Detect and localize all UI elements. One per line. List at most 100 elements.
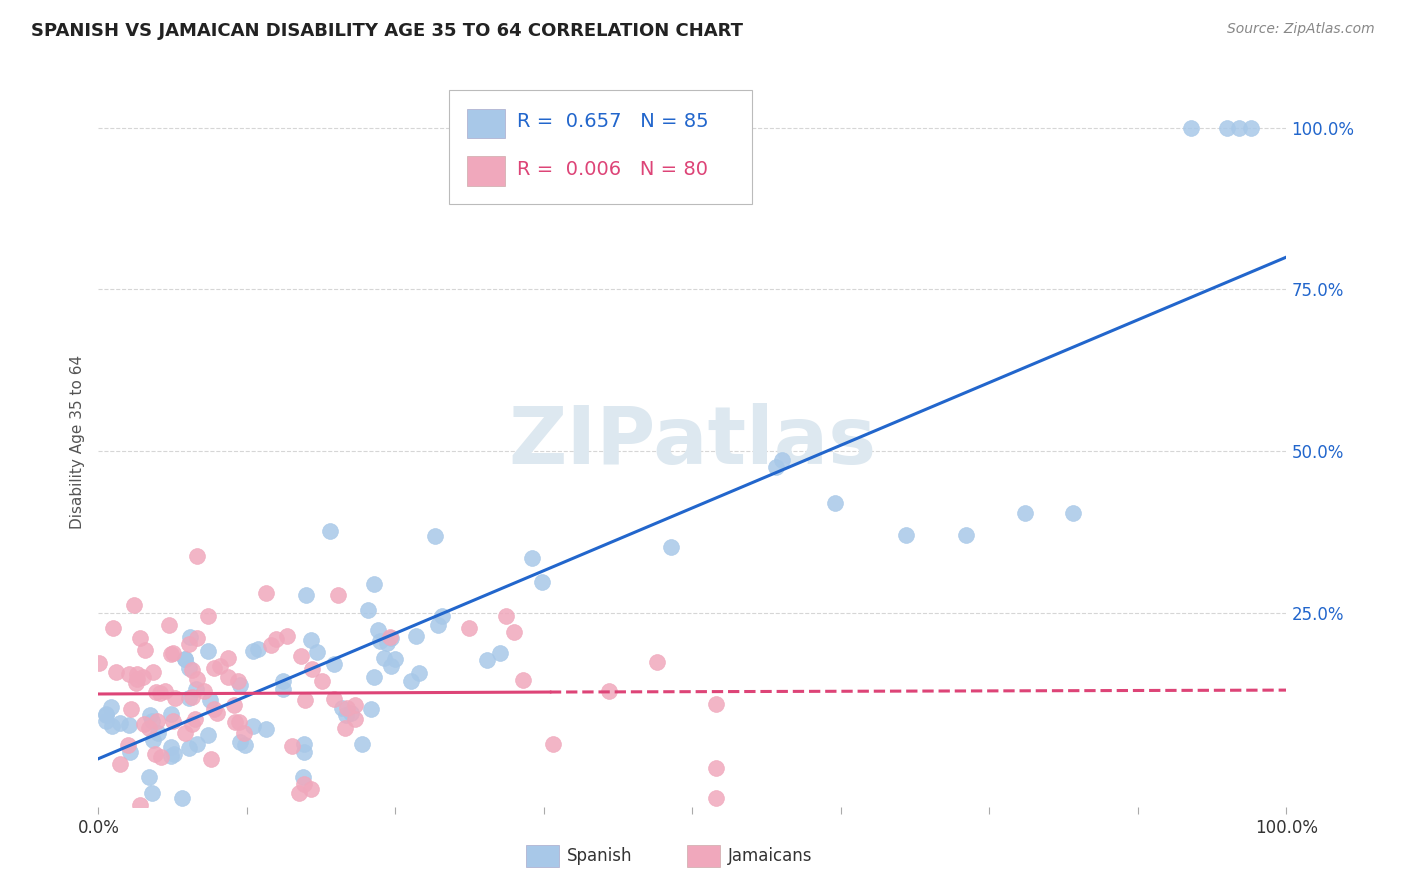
Spanish <box>332 701 354 715</box>
Jamaicans <box>186 549 208 563</box>
Jamaicans <box>290 649 312 664</box>
FancyBboxPatch shape <box>686 846 720 867</box>
Spanish <box>179 630 201 644</box>
Jamaicans <box>149 685 172 699</box>
Spanish <box>488 647 510 661</box>
Spanish <box>475 653 498 667</box>
Spanish <box>375 636 398 650</box>
Jamaicans <box>202 701 225 715</box>
Spanish <box>141 714 163 729</box>
Jamaicans <box>217 651 239 665</box>
Jamaicans <box>336 701 359 715</box>
Spanish <box>380 659 402 673</box>
Spanish <box>423 529 446 543</box>
Jamaicans <box>333 721 356 735</box>
Jamaicans <box>138 721 160 735</box>
Jamaicans <box>294 693 316 707</box>
Spanish <box>179 741 201 756</box>
Jamaicans <box>704 790 727 805</box>
Spanish <box>1180 120 1202 135</box>
Spanish <box>1240 120 1263 135</box>
Spanish <box>198 693 221 707</box>
Spanish <box>271 681 294 696</box>
Spanish <box>184 681 207 696</box>
Jamaicans <box>344 712 367 726</box>
Spanish <box>292 770 315 784</box>
Spanish <box>108 715 131 730</box>
Spanish <box>229 678 252 692</box>
Spanish <box>160 740 183 755</box>
Jamaicans <box>157 618 180 632</box>
Jamaicans <box>704 697 727 711</box>
Jamaicans <box>254 586 277 600</box>
Spanish <box>401 673 423 688</box>
Jamaicans <box>146 714 169 729</box>
FancyBboxPatch shape <box>526 846 560 867</box>
Spanish <box>138 770 160 784</box>
Spanish <box>1014 506 1036 520</box>
Spanish <box>139 707 162 722</box>
Spanish <box>380 632 402 646</box>
Spanish <box>430 609 453 624</box>
Jamaicans <box>125 667 148 681</box>
Jamaicans <box>202 661 225 675</box>
Jamaicans <box>704 761 727 775</box>
Spanish <box>367 623 389 637</box>
Spanish <box>520 551 543 566</box>
Spanish <box>323 657 346 671</box>
Jamaicans <box>226 673 249 688</box>
Spanish <box>162 747 184 761</box>
Spanish <box>142 732 165 747</box>
Jamaicans <box>186 631 208 645</box>
Jamaicans <box>224 714 246 729</box>
Text: Jamaicans: Jamaicans <box>728 847 813 865</box>
Spanish <box>94 714 117 728</box>
Spanish <box>384 652 406 666</box>
Spanish <box>229 735 252 749</box>
Spanish <box>148 726 170 740</box>
Spanish <box>292 745 315 759</box>
Jamaicans <box>205 706 228 720</box>
Text: Source: ZipAtlas.com: Source: ZipAtlas.com <box>1227 22 1375 37</box>
Spanish <box>368 634 391 648</box>
Jamaicans <box>153 684 176 698</box>
Spanish <box>363 670 385 684</box>
Jamaicans <box>124 676 146 690</box>
Jamaicans <box>222 698 245 712</box>
Spanish <box>242 719 264 733</box>
Spanish <box>659 540 682 554</box>
Jamaicans <box>165 691 187 706</box>
Spanish <box>955 528 977 542</box>
Spanish <box>100 700 122 714</box>
Jamaicans <box>101 621 124 635</box>
Jamaicans <box>128 798 150 813</box>
Jamaicans <box>288 786 311 800</box>
Spanish <box>93 817 115 831</box>
FancyBboxPatch shape <box>467 156 505 186</box>
Spanish <box>197 728 219 742</box>
Jamaicans <box>124 598 146 612</box>
Text: SPANISH VS JAMAICAN DISABILITY AGE 35 TO 64 CORRELATION CHART: SPANISH VS JAMAICAN DISABILITY AGE 35 TO… <box>31 22 742 40</box>
Jamaicans <box>512 673 534 687</box>
Jamaicans <box>264 632 287 646</box>
Spanish <box>179 690 201 705</box>
Jamaicans <box>541 737 564 751</box>
Jamaicans <box>645 655 668 669</box>
Text: R =  0.657   N = 85: R = 0.657 N = 85 <box>516 112 709 131</box>
Jamaicans <box>180 690 202 704</box>
Jamaicans <box>299 782 322 797</box>
Jamaicans <box>174 725 197 739</box>
Jamaicans <box>143 747 166 761</box>
Jamaicans <box>232 726 254 740</box>
Spanish <box>405 629 427 643</box>
Jamaicans <box>134 643 156 657</box>
Spanish <box>408 666 430 681</box>
Spanish <box>350 737 373 751</box>
Jamaicans <box>184 712 207 726</box>
Text: ZIPatlas: ZIPatlas <box>509 402 876 481</box>
Jamaicans <box>180 663 202 677</box>
Spanish <box>530 575 553 590</box>
Text: R =  0.006   N = 80: R = 0.006 N = 80 <box>516 160 707 179</box>
Jamaicans <box>117 738 139 752</box>
Jamaicans <box>495 608 517 623</box>
